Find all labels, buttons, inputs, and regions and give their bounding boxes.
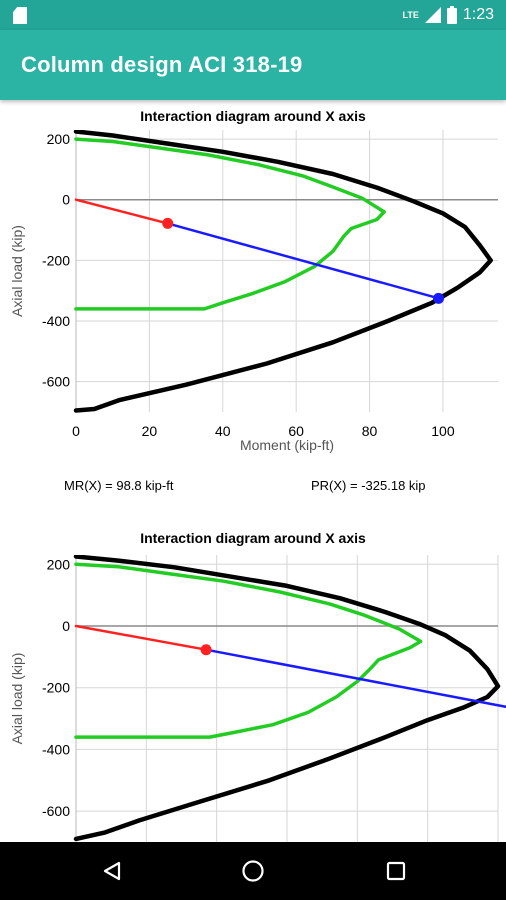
home-circle-icon: [242, 860, 264, 882]
interaction-diagram-chart-2: 200 0 -200 -400 -600 Axial load (kip): [9, 555, 506, 842]
chart1-applied-load-segment: [74, 198, 169, 225]
network-type-label: LTE: [402, 10, 419, 20]
chart-2-title: Interaction diagram around X axis: [140, 530, 366, 546]
recents-square-icon: [386, 861, 406, 881]
chart1-x-tick-label: 60: [288, 423, 304, 439]
status-bar: LTE 1:23: [0, 0, 506, 30]
status-icons: LTE 1:23: [403, 0, 494, 30]
navigation-bar: [0, 842, 506, 900]
chart2-applied-load-point: [200, 644, 212, 656]
chart-1-title: Interaction diagram around X axis: [140, 108, 366, 124]
recents-button[interactable]: [366, 842, 426, 900]
chart1-y-tick-label: -200: [42, 252, 70, 268]
chart1-y-axis-label: Axial load (kip): [9, 225, 25, 317]
chart1-applied-load-point: [162, 217, 174, 229]
chart1-design-strength-curve: [74, 137, 386, 311]
chart1-capacity-point: [433, 292, 445, 304]
chart2-y-tick-label: 0: [62, 618, 70, 634]
moment-result: MR(X) = 98.8 kip-ft: [64, 478, 174, 493]
chart1-x-tick-label: 20: [142, 423, 158, 439]
chart1-x-tick-label: 40: [215, 423, 231, 439]
chart1-y-tick-label: -400: [42, 313, 70, 329]
back-button[interactable]: [82, 842, 142, 900]
back-triangle-icon: [103, 861, 121, 881]
sd-card-icon: [13, 7, 27, 24]
axial-result: PR(X) = -325.18 kip: [311, 478, 426, 493]
chart2-capacity-extension-segment: [204, 648, 506, 709]
chart1-x-axis-label: Moment (kip-ft): [240, 437, 334, 453]
chart2-y-tick-label: 200: [47, 556, 71, 572]
chart2-applied-load-segment: [74, 624, 208, 651]
chart2-y-axis-label: Axial load (kip): [9, 653, 25, 745]
chart1-y-tick-label: 200: [47, 131, 71, 147]
signal-icon: [424, 7, 441, 23]
chart1-x-tick-label: 0: [72, 423, 80, 439]
chart2-design-strength-curve: [74, 562, 423, 739]
chart2-y-tick-label: -400: [42, 741, 70, 757]
chart1-y-tick-label: 0: [62, 192, 70, 208]
chart1-x-tick-label: 100: [431, 423, 455, 439]
chart1-nominal-strength-curve: [73, 130, 493, 413]
chart1-x-tick-label: 80: [362, 423, 378, 439]
status-time: 1:23: [462, 6, 494, 23]
app-title: Column design ACI 318-19: [21, 52, 303, 77]
chart1-y-tick-label: -600: [42, 374, 70, 390]
interaction-diagram-chart-1: 200 0 -200 -400 -600 0 20 40 60 80 100 Axial load (…: [9, 130, 498, 453]
chart2-y-tick-label: -600: [42, 803, 70, 819]
home-button[interactable]: [223, 842, 283, 900]
chart2-y-tick-label: -200: [42, 680, 70, 696]
chart2-nominal-strength-curve: [73, 555, 501, 842]
battery-icon: [446, 6, 457, 24]
chart1-capacity-extension-segment: [166, 222, 440, 300]
app-bar: Column design ACI 318-19: [0, 30, 506, 100]
